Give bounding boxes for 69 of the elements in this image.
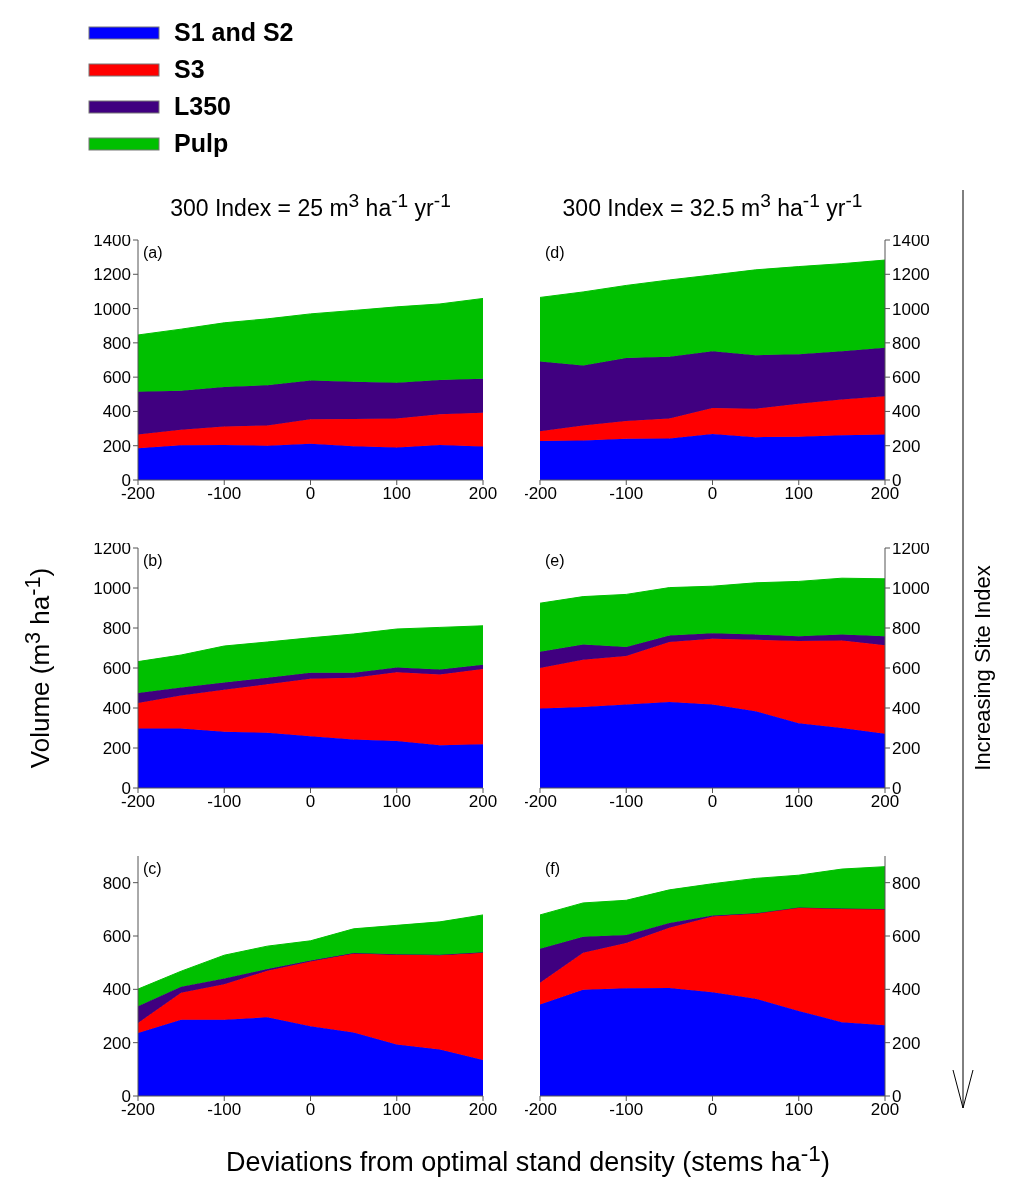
x-tick-label: 0 [305, 1100, 316, 1120]
y-tick-label: 1000 [93, 299, 131, 319]
y-tick-label: 800 [892, 873, 921, 893]
x-tick-label: -100 [609, 1100, 644, 1120]
x-tick-label: 100 [382, 792, 411, 812]
y-tick-label: 600 [102, 927, 131, 947]
y-tick-label: 400 [892, 699, 921, 719]
x-tick-label: -100 [207, 792, 242, 812]
y-tick-label: 200 [892, 739, 921, 759]
y-tick-label: 200 [102, 436, 131, 456]
x-tick-label: 0 [707, 792, 718, 812]
y-tick-label: 1200 [892, 265, 930, 285]
y-tick-label: 400 [102, 699, 131, 719]
y-tick-label: 1000 [892, 299, 930, 319]
x-axis-title: Deviations from optimal stand density (stems ha$^{-1}$) [226, 1141, 830, 1178]
y-tick-label: 400 [102, 980, 131, 1000]
y-tick-label: 600 [102, 368, 131, 388]
x-tick-label: -100 [609, 792, 644, 812]
y-tick-label: 800 [892, 333, 921, 353]
y-tick-label: 600 [892, 368, 921, 388]
x-tick-label: 0 [707, 1100, 718, 1120]
y-tick-label: 400 [102, 402, 131, 422]
y-tick-label: 1000 [892, 579, 930, 599]
x-tick-label: 100 [382, 484, 411, 504]
y-tick-label: 200 [102, 739, 131, 759]
y-tick-label: 600 [892, 927, 921, 947]
y-tick-label: 800 [102, 873, 131, 893]
legend-label: S3 [174, 55, 205, 84]
x-tick-label: 200 [468, 1100, 498, 1120]
legend-label: S1 and S2 [174, 18, 294, 47]
x-tick-label: -100 [609, 484, 644, 504]
y-tick-label: 1200 [93, 539, 131, 559]
y-tick-label: 1200 [892, 539, 930, 559]
annotation: (e) [545, 552, 565, 570]
x-tick-label: 100 [784, 484, 813, 504]
y-tick-label: 600 [892, 659, 921, 679]
x-tick-label: -100 [207, 484, 242, 504]
x-tick-label: -100 [207, 1100, 242, 1120]
y-tick-label: 1400 [93, 231, 131, 251]
annotation: (c) [143, 860, 162, 878]
annotation: (d) [545, 244, 565, 262]
y-tick-label: 1000 [93, 579, 131, 599]
y-tick-label: 400 [892, 402, 921, 422]
y-tick-label: 800 [892, 619, 921, 639]
y-tick-label: 600 [102, 659, 131, 679]
annotation: (f) [545, 860, 561, 878]
x-tick-label: 100 [784, 792, 813, 812]
y-tick-label: 200 [892, 436, 921, 456]
annotation: (b) [143, 552, 163, 570]
y-tick-label: 200 [102, 1033, 131, 1053]
x-tick-label: 0 [305, 484, 316, 504]
y-tick-label: 800 [102, 619, 131, 639]
x-tick-label: 100 [382, 1100, 411, 1120]
annotation: (a) [143, 244, 163, 262]
legend-label: Pulp [174, 129, 229, 158]
y-tick-label: 1400 [892, 231, 930, 251]
y-tick-label: 200 [892, 1033, 921, 1053]
x-tick-label: 0 [707, 484, 718, 504]
chart-title: 300 Index = 25 m$^{3}$ ha$^{-1}$ yr$^{-1}$ [170, 190, 451, 222]
y-tick-label: 800 [102, 333, 131, 353]
x-tick-label: 0 [305, 792, 316, 812]
y-tick-label: 400 [892, 980, 921, 1000]
chart-title: 300 Index = 32.5 m$^{3}$ ha$^{-1}$ yr$^{-1}$ [562, 190, 863, 222]
y-tick-label: 1200 [93, 265, 131, 285]
x-tick-label: 100 [784, 1100, 813, 1120]
legend-label: L350 [174, 92, 231, 121]
text: Increasing Site Index [970, 565, 996, 771]
x-tick-label: 200 [468, 792, 498, 812]
x-tick-label: 200 [468, 484, 498, 504]
